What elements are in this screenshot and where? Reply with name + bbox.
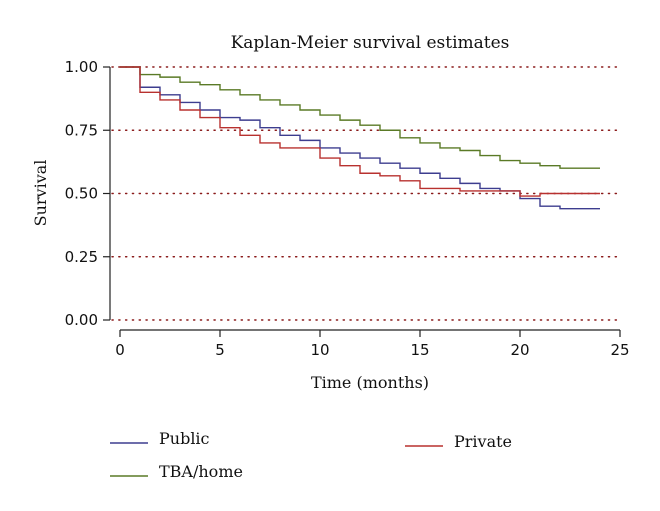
legend: Public TBA/home Private: [110, 429, 512, 481]
y-tick-label: 1.00: [65, 58, 98, 76]
x-axis-label: Time (months): [311, 373, 429, 392]
x-tick-label: 20: [510, 341, 529, 359]
x-tick-label: 15: [410, 341, 429, 359]
y-tick-label: 0.00: [65, 311, 98, 329]
legend-label-tba-home: TBA/home: [159, 462, 243, 481]
x-tick-label: 25: [610, 341, 629, 359]
series-lines: [120, 66, 600, 210]
x-tick-label: 10: [310, 341, 329, 359]
y-tick-label: 0.25: [65, 248, 98, 266]
survival-curve-private: [120, 66, 600, 197]
legend-label-public: Public: [159, 429, 210, 448]
y-tick-label: 0.75: [65, 121, 98, 139]
chart-title: Kaplan-Meier survival estimates: [231, 33, 510, 53]
axes: 0.00 0.25 0.50 0.75 1.00 0 5 10 15 20 25: [65, 58, 630, 359]
survival-curve-public: [120, 66, 600, 210]
y-axis-label: Survival: [31, 160, 50, 227]
legend-label-private: Private: [454, 432, 512, 451]
y-tick-label: 0.50: [65, 185, 98, 203]
x-tick-label: 0: [115, 341, 125, 359]
survival-curve-tba-home: [120, 66, 600, 169]
x-tick-label: 5: [215, 341, 225, 359]
